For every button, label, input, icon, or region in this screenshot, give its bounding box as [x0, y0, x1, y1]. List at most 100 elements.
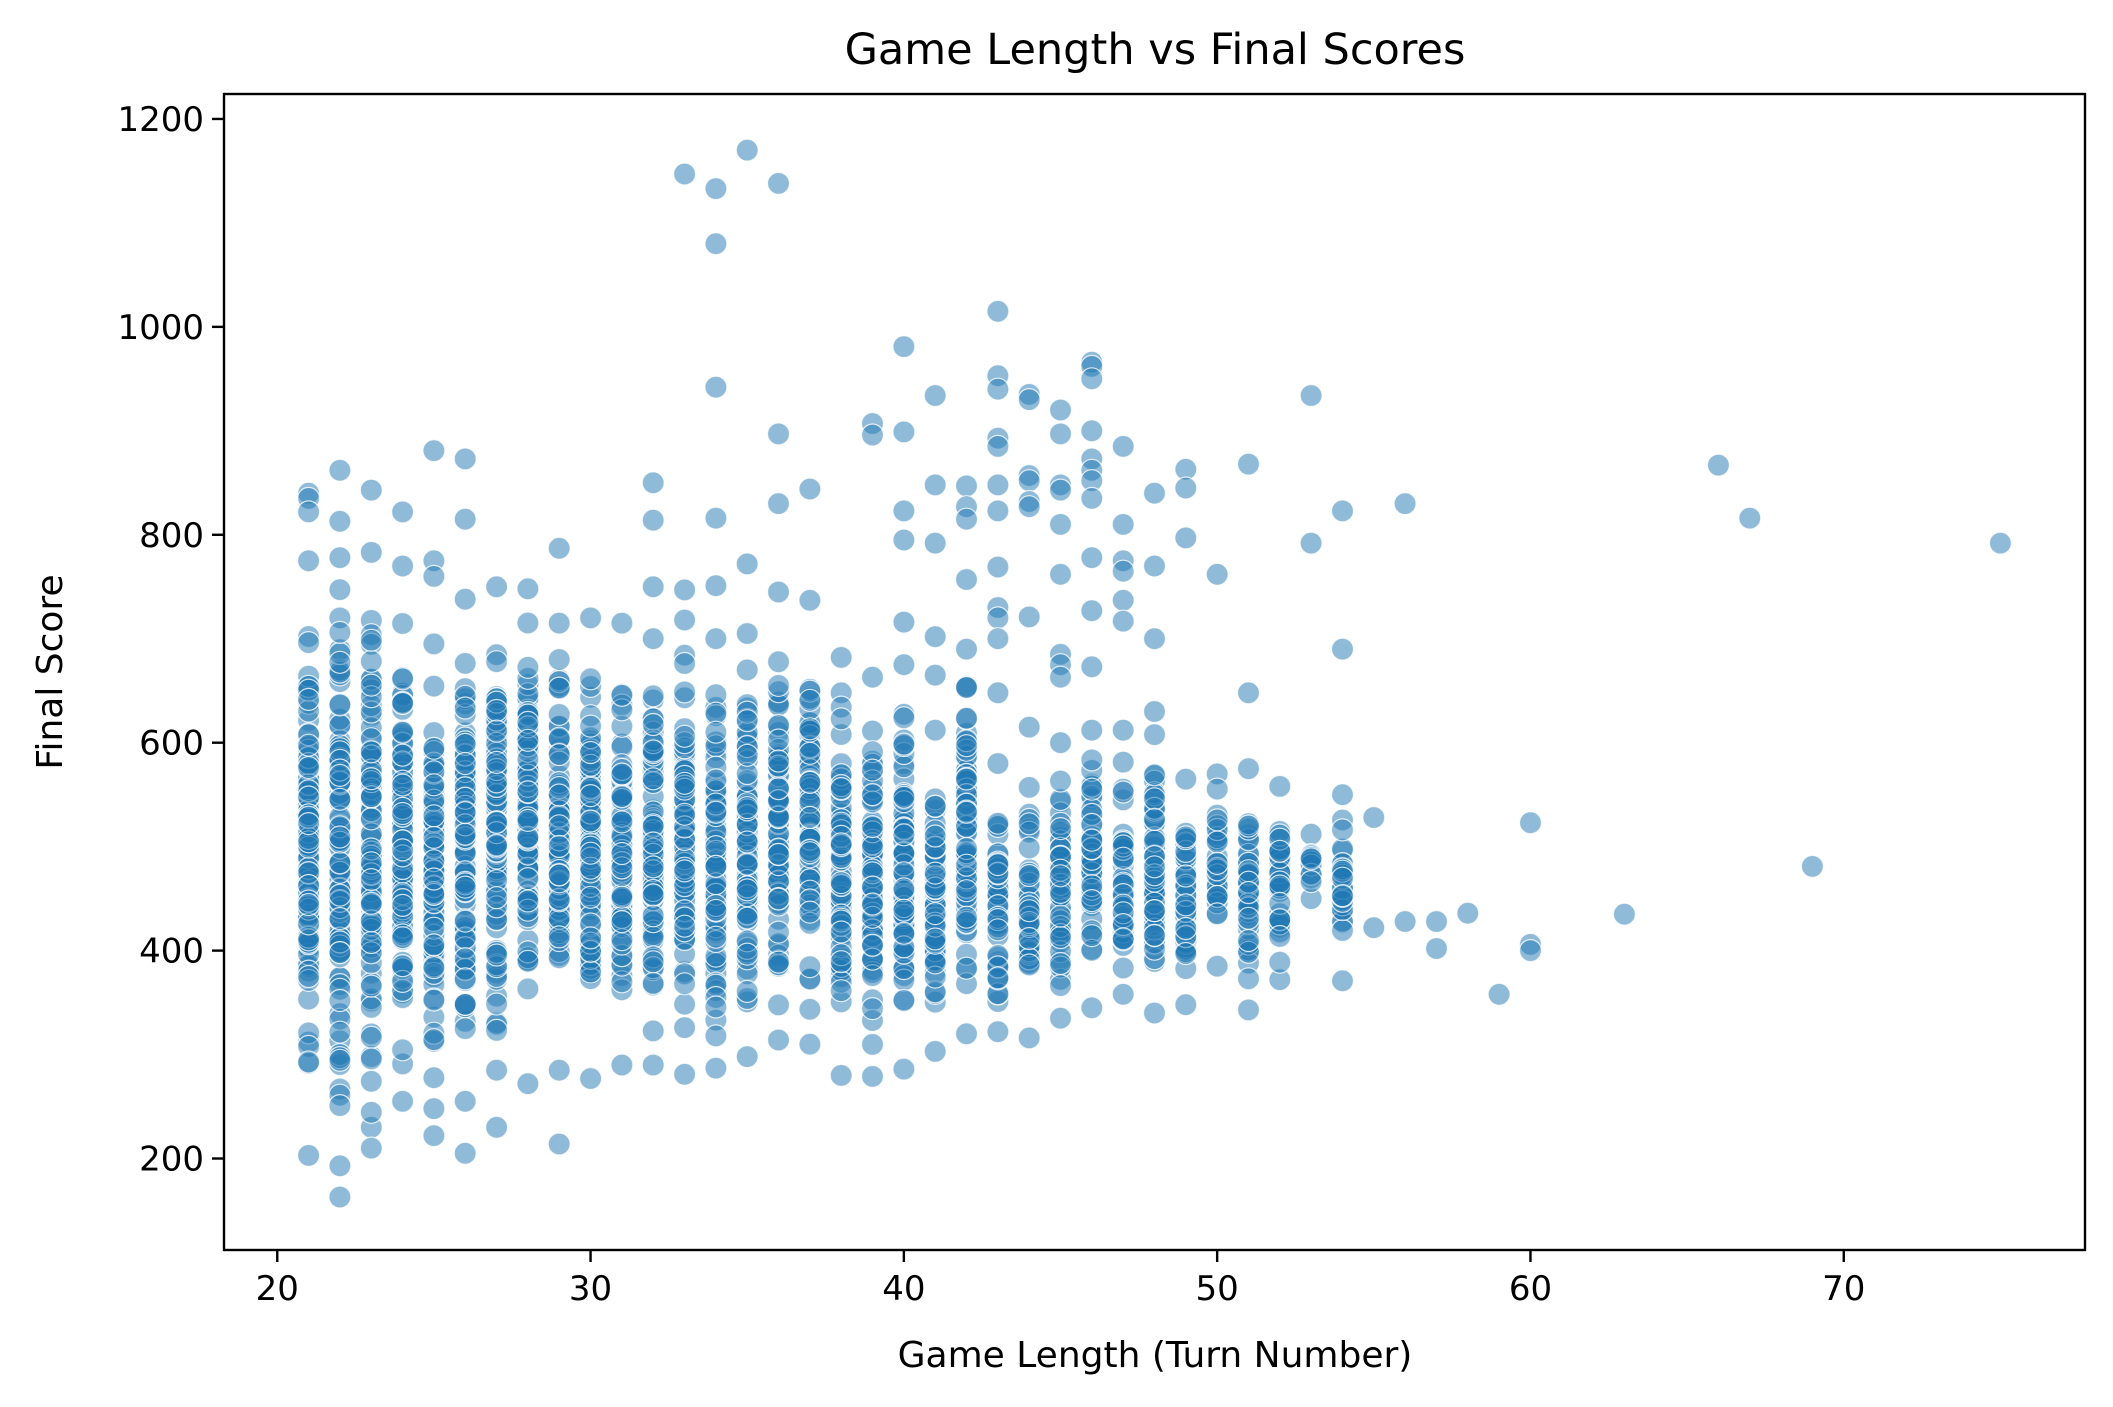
data-point: [422, 564, 446, 589]
data-point: [1205, 954, 1229, 978]
data-point: [328, 577, 352, 602]
data-point: [1800, 854, 1825, 879]
data-point: [547, 783, 571, 807]
x-axis-label: Game Length (Turn Number): [898, 1335, 1413, 1376]
data-point: [485, 1018, 509, 1043]
data-point: [328, 787, 352, 811]
data-point: [1518, 938, 1543, 963]
data-point: [766, 887, 791, 911]
data-point: [297, 687, 321, 712]
data-point: [860, 719, 885, 743]
data-point: [578, 841, 603, 865]
data-point: [798, 997, 822, 1021]
data-point: [547, 1132, 571, 1156]
data-point: [547, 814, 571, 838]
data-point: [1299, 869, 1323, 894]
data-point: [391, 954, 415, 978]
data-point: [1142, 923, 1167, 948]
data-point: [516, 611, 540, 635]
data-point: [328, 1093, 352, 1118]
data-point: [1236, 757, 1261, 781]
data-point: [297, 755, 321, 780]
data-point: [1048, 1006, 1073, 1030]
data-point: [391, 926, 415, 950]
data-point: [359, 1047, 383, 1071]
data-point: [892, 706, 916, 730]
data-point: [1205, 777, 1229, 801]
data-point: [892, 420, 916, 444]
data-point: [986, 377, 1010, 401]
data-point: [1080, 545, 1104, 570]
data-point: [422, 1066, 446, 1090]
data-point: [359, 673, 383, 697]
data-point: [923, 951, 947, 975]
data-point: [391, 691, 415, 716]
data-point: [735, 852, 759, 876]
data-point: [359, 628, 383, 652]
data-point: [954, 905, 979, 929]
data-point: [1142, 763, 1167, 787]
data-point: [328, 1154, 352, 1178]
data-point: [704, 574, 728, 598]
data-point: [359, 740, 383, 764]
data-point: [391, 1038, 415, 1062]
data-point: [829, 832, 853, 856]
data-point: [485, 943, 509, 967]
data-point: [986, 555, 1010, 579]
data-point: [359, 891, 383, 916]
data-point: [672, 724, 697, 748]
data-point: [547, 1058, 571, 1082]
data-point: [704, 232, 728, 256]
data-point: [485, 650, 509, 674]
data-point: [986, 852, 1010, 877]
data-point: [578, 667, 603, 691]
data-point: [1487, 982, 1511, 1006]
data-point: [422, 867, 446, 891]
data-point: [516, 866, 540, 891]
data-point: [422, 988, 446, 1012]
data-point: [672, 578, 697, 602]
data-point: [391, 773, 415, 797]
data-point: [954, 1022, 979, 1046]
data-point: [1299, 822, 1323, 846]
data-point: [547, 611, 571, 635]
data-point: [1142, 787, 1167, 811]
data-point: [986, 811, 1010, 835]
data-point: [422, 933, 446, 957]
x-tick-label: 70: [1822, 1269, 1865, 1309]
data-point: [766, 492, 791, 516]
data-point: [391, 801, 415, 826]
data-point: [735, 552, 759, 576]
data-point: [672, 680, 697, 704]
data-point: [516, 655, 540, 679]
y-tick-label: 400: [139, 932, 204, 972]
data-point: [860, 782, 885, 807]
data-point: [1362, 805, 1386, 830]
data-point: [1017, 469, 1041, 493]
data-point: [954, 567, 979, 592]
data-point: [892, 898, 916, 922]
data-point: [923, 718, 947, 742]
data-point: [986, 473, 1010, 497]
data-point: [578, 783, 603, 808]
data-point: [798, 717, 822, 741]
data-point: [485, 1058, 509, 1082]
data-point: [735, 795, 759, 820]
data-point: [359, 930, 383, 955]
data-point: [1174, 993, 1198, 1017]
data-point: [485, 992, 509, 1016]
data-point: [704, 800, 728, 824]
data-point: [735, 1044, 759, 1069]
data-point: [986, 681, 1010, 705]
data-point: [892, 653, 916, 677]
data-point: [860, 423, 885, 447]
data-point: [297, 733, 321, 757]
data-point: [1142, 807, 1167, 832]
data-point: [328, 458, 352, 482]
data-point: [516, 977, 540, 1001]
data-point: [547, 863, 571, 887]
data-point: [1111, 559, 1135, 583]
data-point: [547, 925, 571, 949]
data-point: [1205, 562, 1229, 586]
data-point: [547, 742, 571, 767]
